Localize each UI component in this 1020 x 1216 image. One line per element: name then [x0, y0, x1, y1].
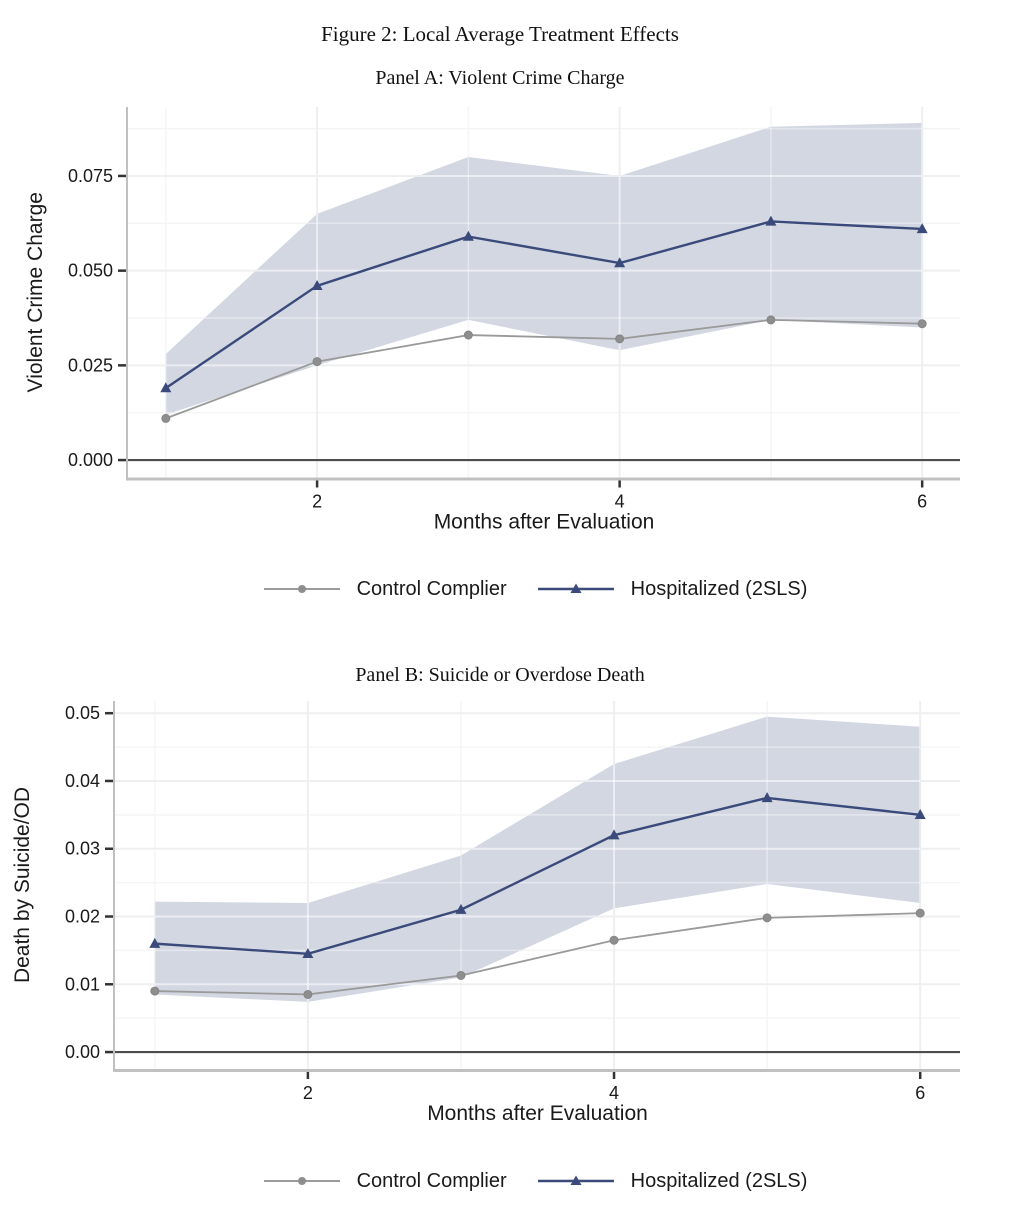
panel-b-title: Panel B: Suicide or Overdose Death — [355, 664, 645, 686]
y-axis-title: Violent Crime Charge — [24, 192, 47, 392]
y-tick-label: 0.02 — [65, 907, 100, 927]
y-tick-label: 0.03 — [65, 839, 100, 859]
marker-control — [456, 970, 466, 980]
y-tick-label: 0.00 — [65, 1042, 100, 1062]
y-tick-label: 0.05 — [65, 703, 100, 723]
x-axis-title: Months after Evaluation — [434, 511, 655, 534]
marker-hospitalized — [608, 829, 620, 840]
x-tick-label: 4 — [609, 1083, 619, 1103]
legend-item-hospitalized: Hospitalized (2SLS) — [537, 577, 808, 601]
x-tick-label: 6 — [917, 492, 927, 512]
marker-hospitalized — [916, 223, 928, 234]
y-tick-label: 0.04 — [65, 771, 100, 791]
marker-hospitalized — [311, 280, 323, 291]
panel-a-title: Panel A: Violent Crime Charge — [375, 67, 625, 89]
marker-hospitalized — [302, 947, 314, 958]
marker-control — [917, 319, 927, 329]
x-tick-label: 4 — [615, 492, 625, 512]
x-tick-label: 2 — [312, 492, 322, 512]
marker-hospitalized — [455, 903, 467, 914]
y-tick-label: 0.075 — [68, 166, 113, 186]
y-tick-label: 0.000 — [68, 450, 113, 470]
marker-hospitalized — [914, 809, 926, 820]
marker-control — [615, 334, 625, 344]
series-line-control — [165, 319, 923, 420]
marker-control — [766, 315, 776, 325]
hospitalized-line-sample-icon — [537, 1175, 614, 1185]
panel-a-chart: 0.000 0.025 0.050 0.075 2 4 6 Months after Eval… — [24, 107, 960, 534]
legend-label-control: Control Complier — [356, 577, 507, 600]
legend-panel-b: Control Complier Hospitalized (2SLS) — [110, 1167, 960, 1195]
legend-panel-a: Control Complier Hospitalized (2SLS) — [110, 575, 960, 603]
confidence-band — [165, 122, 923, 415]
marker-hospitalized — [765, 215, 777, 226]
marker-control — [609, 935, 619, 945]
series-line-control — [154, 912, 921, 996]
x-tick-label: 2 — [303, 1083, 313, 1103]
y-axis-title: Death by Suicide/OD — [11, 787, 34, 983]
marker-control — [312, 357, 322, 367]
panel-b-chart: 0.00 0.01 0.02 0.03 0.04 0.05 2 4 6 Months after … — [11, 701, 960, 1125]
hospitalized-line-sample-icon — [537, 583, 614, 593]
series-line-hospitalized — [154, 796, 921, 955]
marker-control — [463, 330, 473, 340]
y-tick-label: 0.025 — [68, 355, 113, 375]
marker-control — [915, 908, 925, 918]
y-tick-label: 0.01 — [65, 974, 100, 994]
legend-item-hospitalized: Hospitalized (2SLS) — [537, 1169, 808, 1193]
x-tick-label: 6 — [915, 1083, 925, 1103]
legend-label-hospitalized: Hospitalized (2SLS) — [630, 577, 808, 600]
legend-item-control: Control Complier — [263, 1170, 507, 1193]
legend-item-control: Control Complier — [263, 578, 507, 601]
x-axis-title: Months after Evaluation — [427, 1102, 648, 1125]
marker-hospitalized — [160, 382, 172, 393]
legend-label-hospitalized: Hospitalized (2SLS) — [630, 1169, 808, 1192]
control-line-sample-icon — [263, 1177, 340, 1185]
marker-control — [150, 986, 160, 996]
marker-hospitalized — [149, 937, 161, 948]
figure-title: Figure 2: Local Average Treatment Effect… — [321, 22, 679, 46]
marker-hospitalized — [462, 230, 474, 241]
marker-control — [762, 913, 772, 923]
confidence-band — [154, 716, 921, 1002]
marker-hospitalized — [761, 792, 773, 803]
series-line-hospitalized — [165, 220, 923, 390]
marker-hospitalized — [614, 257, 626, 268]
control-line-sample-icon — [263, 585, 340, 593]
marker-control — [161, 413, 171, 423]
y-tick-label: 0.050 — [68, 261, 113, 281]
legend-label-control: Control Complier — [356, 1169, 507, 1192]
marker-control — [303, 989, 313, 999]
